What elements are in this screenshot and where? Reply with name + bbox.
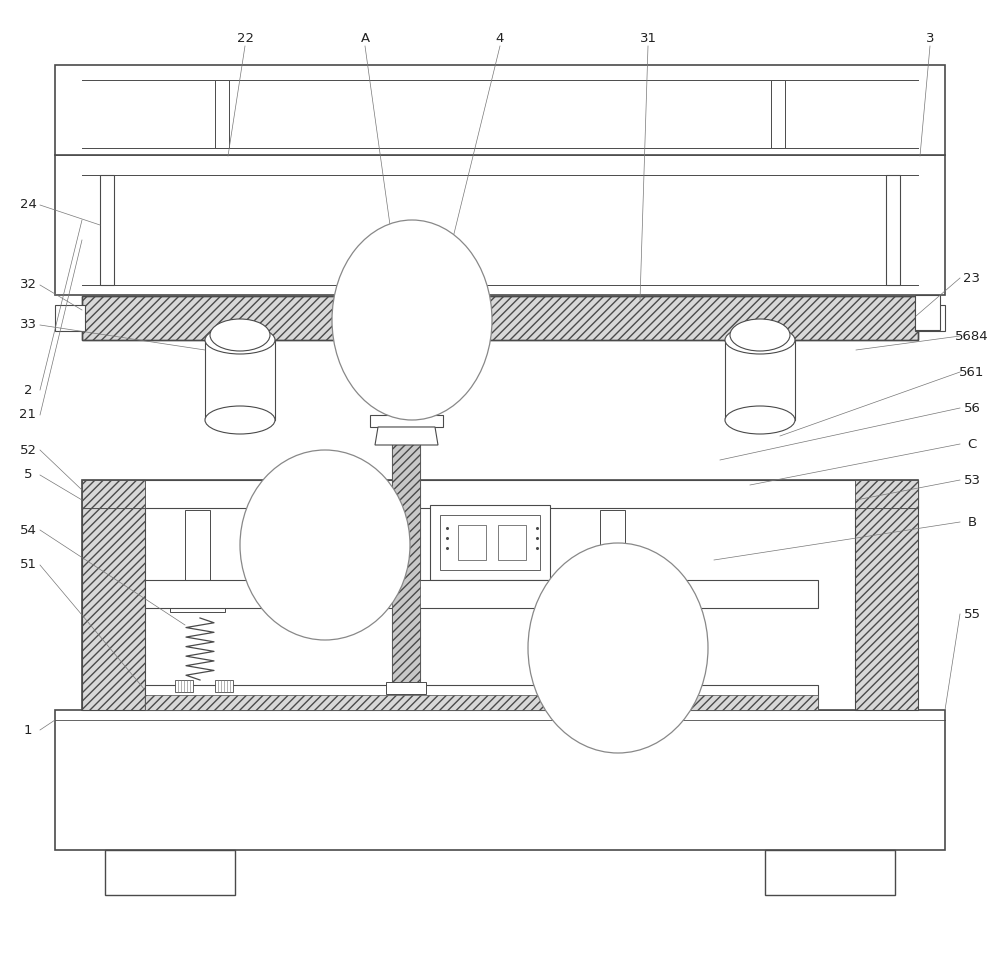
Bar — [55, 710, 945, 850]
Bar — [215, 680, 233, 692]
Bar — [82, 296, 918, 340]
Bar — [82, 296, 918, 340]
Polygon shape — [375, 427, 438, 445]
Bar — [82, 480, 918, 508]
Ellipse shape — [725, 406, 795, 434]
Bar — [886, 175, 900, 285]
Text: 23: 23 — [964, 271, 980, 285]
Bar — [105, 850, 235, 895]
Polygon shape — [348, 308, 370, 330]
Text: C: C — [967, 437, 977, 451]
Bar — [915, 295, 940, 330]
Bar — [771, 80, 785, 148]
Bar — [401, 282, 411, 312]
Bar — [590, 680, 608, 692]
Ellipse shape — [725, 326, 795, 354]
Ellipse shape — [205, 406, 275, 434]
Text: 32: 32 — [20, 278, 36, 292]
Ellipse shape — [394, 258, 418, 282]
Polygon shape — [370, 415, 443, 427]
Text: 53: 53 — [964, 474, 980, 486]
Text: 561: 561 — [959, 365, 985, 379]
Text: 31: 31 — [640, 32, 656, 44]
Bar — [100, 175, 114, 285]
Bar — [82, 480, 918, 710]
Text: 21: 21 — [20, 409, 36, 422]
Text: 1: 1 — [24, 723, 32, 737]
Bar — [855, 480, 918, 710]
Ellipse shape — [730, 319, 790, 351]
Bar — [855, 480, 918, 508]
Text: 5684: 5684 — [955, 330, 989, 342]
Bar — [446, 346, 464, 352]
Polygon shape — [438, 308, 460, 330]
Ellipse shape — [528, 543, 708, 753]
Bar — [725, 340, 795, 420]
Bar — [145, 685, 818, 710]
Text: B: B — [967, 516, 977, 528]
Bar — [295, 525, 323, 560]
Bar — [275, 515, 375, 570]
Bar — [386, 682, 426, 694]
Text: 33: 33 — [20, 318, 36, 332]
Bar — [55, 65, 945, 155]
Bar — [185, 510, 210, 600]
Text: 55: 55 — [964, 607, 980, 620]
Bar — [205, 340, 275, 420]
Bar — [265, 505, 385, 580]
Text: 54: 54 — [20, 524, 36, 536]
Bar — [82, 480, 145, 710]
Ellipse shape — [205, 326, 275, 354]
Text: 4: 4 — [496, 32, 504, 44]
Bar — [765, 850, 895, 895]
Bar — [458, 525, 486, 560]
Bar — [498, 525, 526, 560]
Bar — [585, 600, 640, 612]
Bar — [175, 680, 193, 692]
Bar — [145, 580, 818, 608]
Bar — [82, 480, 145, 508]
Bar — [365, 308, 447, 320]
Bar — [55, 305, 85, 331]
Text: 22: 22 — [237, 32, 254, 44]
Text: 52: 52 — [20, 443, 36, 456]
Bar — [365, 308, 447, 320]
Bar — [915, 305, 945, 331]
Text: 56: 56 — [964, 402, 980, 414]
Text: 51: 51 — [20, 558, 36, 572]
Text: 5: 5 — [24, 469, 32, 481]
Text: 2: 2 — [24, 384, 32, 396]
Bar — [55, 155, 945, 295]
Ellipse shape — [210, 319, 270, 351]
Bar — [333, 525, 361, 560]
Bar — [430, 505, 550, 580]
Bar — [630, 680, 648, 692]
Bar — [215, 80, 229, 148]
Text: 24: 24 — [20, 199, 36, 212]
Ellipse shape — [240, 450, 410, 640]
Text: A: A — [360, 32, 370, 44]
Bar — [440, 515, 540, 570]
Text: 3: 3 — [926, 32, 934, 44]
Bar — [343, 346, 361, 352]
Bar — [392, 430, 420, 685]
Bar — [392, 430, 420, 685]
Bar — [145, 695, 818, 710]
Bar — [600, 510, 625, 600]
Bar — [170, 600, 225, 612]
Ellipse shape — [332, 220, 492, 420]
